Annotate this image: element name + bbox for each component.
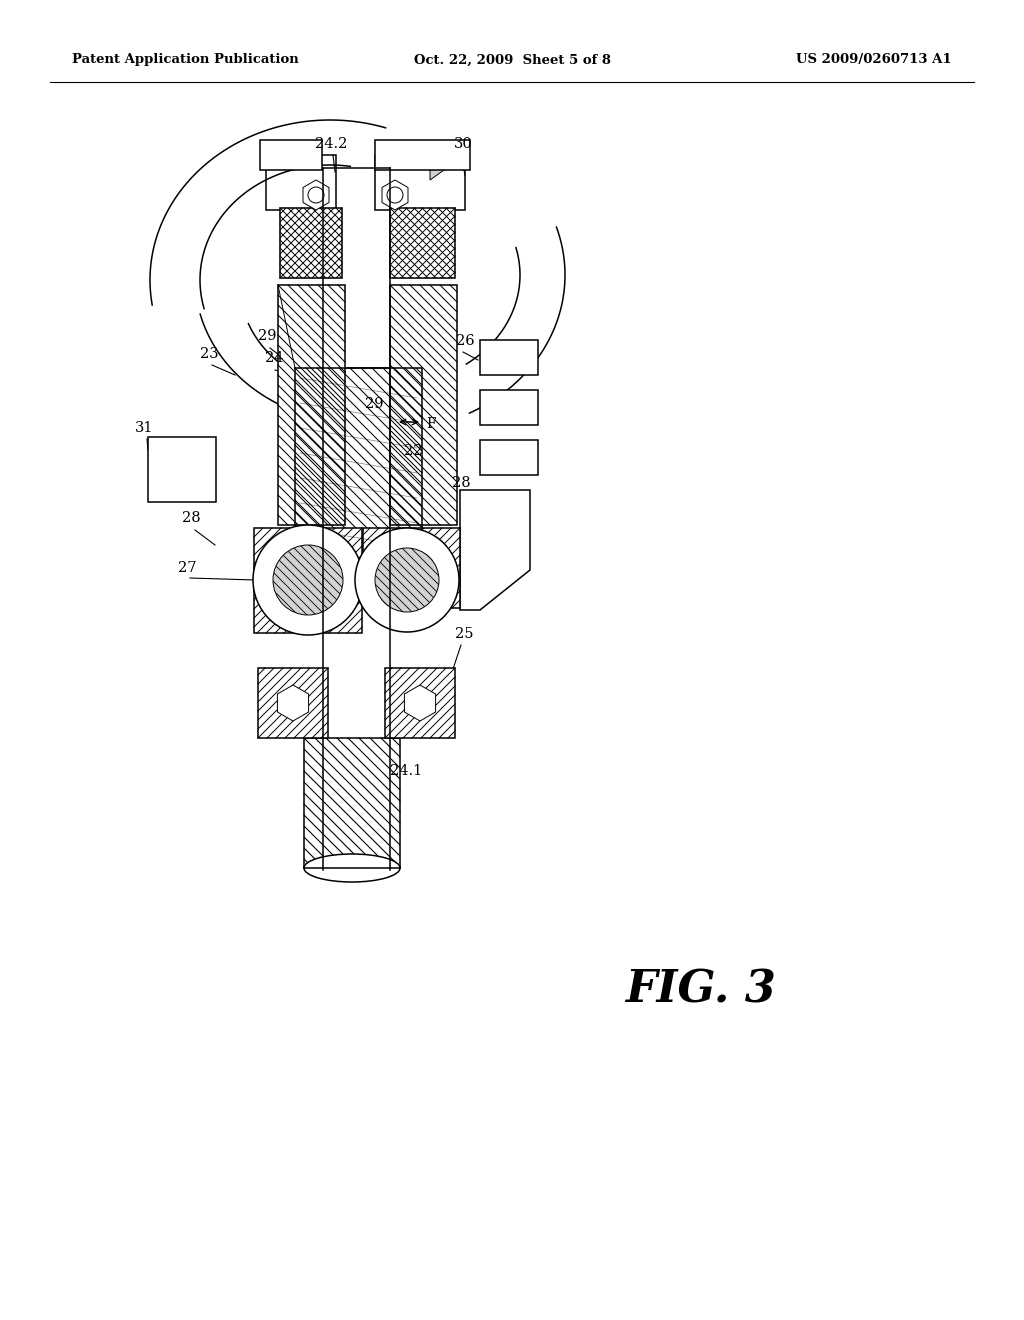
Bar	[258, 668, 328, 738]
Text: 28: 28	[182, 511, 201, 525]
Bar	[280, 209, 342, 279]
Circle shape	[253, 525, 362, 635]
Bar	[280, 209, 342, 279]
Text: 24: 24	[265, 351, 284, 366]
Text: 29: 29	[258, 329, 276, 343]
Bar	[375, 140, 470, 170]
Bar	[385, 668, 455, 738]
Polygon shape	[303, 180, 329, 210]
Text: 29: 29	[365, 397, 384, 411]
Text: FIG. 3: FIG. 3	[625, 969, 775, 1011]
Text: 24.2: 24.2	[315, 137, 347, 150]
Polygon shape	[460, 490, 530, 610]
Polygon shape	[404, 685, 435, 721]
Circle shape	[355, 528, 459, 632]
Bar	[375, 154, 465, 210]
Circle shape	[387, 187, 403, 203]
Bar	[278, 285, 345, 525]
Text: Patent Application Publication: Patent Application Publication	[72, 54, 299, 66]
Ellipse shape	[304, 854, 400, 882]
Polygon shape	[278, 685, 308, 721]
Text: F: F	[426, 417, 435, 432]
Text: 22: 22	[404, 444, 423, 458]
Bar	[390, 209, 455, 279]
Bar	[480, 440, 538, 475]
Text: 25: 25	[455, 627, 473, 642]
Bar	[148, 437, 216, 502]
Text: 31: 31	[135, 421, 154, 436]
Text: US 2009/0260713 A1: US 2009/0260713 A1	[797, 54, 952, 66]
Circle shape	[375, 548, 439, 612]
Circle shape	[273, 545, 343, 615]
Bar	[254, 528, 362, 634]
Text: 27: 27	[178, 561, 197, 576]
Text: 30: 30	[454, 137, 473, 150]
Bar	[480, 389, 538, 425]
Text: Oct. 22, 2009  Sheet 5 of 8: Oct. 22, 2009 Sheet 5 of 8	[414, 54, 610, 66]
Text: 28: 28	[452, 477, 471, 490]
Bar	[260, 140, 322, 170]
Bar	[480, 341, 538, 375]
Bar	[390, 285, 457, 525]
Text: 24.1: 24.1	[390, 764, 422, 777]
Text: 23: 23	[200, 347, 219, 360]
Bar	[304, 738, 400, 869]
Bar	[295, 368, 422, 578]
Bar	[362, 528, 460, 609]
Bar	[390, 209, 455, 279]
Bar	[266, 154, 336, 210]
Polygon shape	[430, 154, 465, 180]
Polygon shape	[382, 180, 408, 210]
Circle shape	[308, 187, 324, 203]
Text: 26: 26	[456, 334, 475, 348]
